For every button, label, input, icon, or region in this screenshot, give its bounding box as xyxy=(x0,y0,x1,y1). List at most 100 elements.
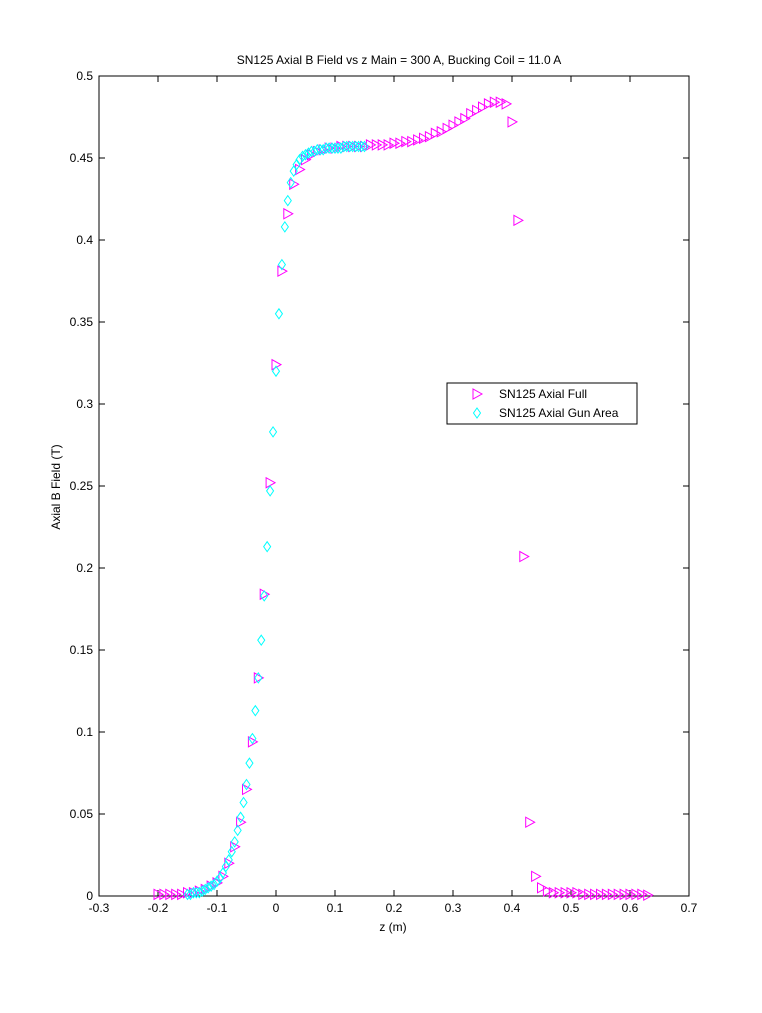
legend-box xyxy=(446,382,638,425)
axis-ticks: -0.3 -0.2 -0.1 0 0.1 0.2 0.3 0.4 0.5 0.6 0.7 0 0.05 0… xyxy=(70,69,698,915)
data-point xyxy=(171,888,182,901)
data-point xyxy=(283,194,292,207)
data-point xyxy=(395,137,406,150)
data-point xyxy=(483,98,495,110)
x-tick-label: 0.1 xyxy=(327,901,344,915)
data-point xyxy=(236,816,247,829)
y-tick-label: 0.1 xyxy=(76,725,93,739)
data-point xyxy=(531,870,542,883)
legend: SN125 Axial Full SN125 Axial Gun Area xyxy=(446,382,638,425)
data-point xyxy=(298,150,307,163)
data-point xyxy=(247,735,259,748)
data-point xyxy=(442,122,454,135)
data-point xyxy=(436,125,448,138)
x-tick-label: -0.1 xyxy=(207,901,228,915)
y-tick-label: 0.3 xyxy=(76,397,93,411)
legend-label-gun-area: SN125 Axial Gun Area xyxy=(499,406,619,420)
x-tick-label: -0.2 xyxy=(148,901,169,915)
data-point xyxy=(548,886,560,899)
data-point xyxy=(383,139,395,151)
data-point xyxy=(224,854,233,866)
data-point xyxy=(242,778,251,791)
data-point xyxy=(286,176,295,189)
data-point xyxy=(401,135,412,148)
data-point xyxy=(631,888,642,901)
data-point xyxy=(407,135,418,148)
data-point xyxy=(254,672,263,684)
data-point xyxy=(413,134,424,146)
data-point xyxy=(236,811,245,824)
legend-marker-gun-area xyxy=(472,407,482,419)
data-point xyxy=(513,214,524,227)
data-point xyxy=(239,796,248,809)
data-point xyxy=(248,732,257,745)
data-point xyxy=(507,116,519,128)
data-point xyxy=(525,816,536,829)
y-tick-label: 0.2 xyxy=(76,561,93,575)
x-tick-label: 0 xyxy=(273,901,280,915)
x-tick-label: 0.7 xyxy=(681,901,698,915)
y-tick-label: 0.45 xyxy=(70,151,94,165)
data-point xyxy=(265,476,277,489)
data-point xyxy=(466,107,477,120)
y-tick-label: 0.5 xyxy=(76,69,93,83)
y-tick-label: 0.15 xyxy=(70,643,94,657)
data-point xyxy=(560,886,572,899)
data-point xyxy=(537,881,548,894)
chart-title: SN125 Axial B Field vs z Main = 300 A, B… xyxy=(237,53,562,67)
x-tick-label: -0.3 xyxy=(89,901,110,915)
data-point xyxy=(601,888,613,901)
series-full xyxy=(153,96,654,902)
data-point xyxy=(643,889,654,902)
data-point xyxy=(596,888,607,901)
data-point xyxy=(354,140,363,153)
x-tick-label: 0.5 xyxy=(563,901,580,915)
data-point xyxy=(554,886,566,899)
data-point xyxy=(357,140,366,153)
data-point xyxy=(189,886,198,899)
data-point xyxy=(327,142,337,155)
data-point xyxy=(345,140,354,153)
data-point xyxy=(277,258,287,271)
legend-marker-full xyxy=(472,388,484,400)
data-point xyxy=(165,888,176,901)
data-point xyxy=(348,140,357,153)
data-point xyxy=(324,142,334,155)
data-point xyxy=(230,840,241,853)
series-gun-area xyxy=(183,140,369,901)
data-point xyxy=(204,881,213,894)
x-tick-label: 0.3 xyxy=(445,901,462,915)
data-point xyxy=(251,704,260,717)
data-point xyxy=(245,757,254,770)
data-point xyxy=(313,143,322,156)
data-point xyxy=(265,485,275,497)
data-point xyxy=(230,836,239,848)
data-point xyxy=(263,540,272,553)
data-point xyxy=(257,634,266,647)
data-point xyxy=(519,550,530,563)
data-point xyxy=(625,888,637,901)
data-point xyxy=(590,888,601,901)
data-point xyxy=(472,104,483,117)
data-point xyxy=(377,139,389,151)
data-point xyxy=(389,137,401,150)
data-point xyxy=(227,845,236,858)
y-tick-label: 0.05 xyxy=(70,807,94,821)
data-point xyxy=(360,140,369,153)
data-point xyxy=(542,885,554,897)
data-point xyxy=(260,590,269,602)
data-point xyxy=(271,365,281,378)
data-point xyxy=(301,148,310,161)
data-point xyxy=(177,888,188,901)
data-point xyxy=(424,130,436,143)
data-point xyxy=(233,824,242,837)
y-tick-label: 0.4 xyxy=(76,233,93,247)
legend-label-full: SN125 Axial Full xyxy=(499,387,587,401)
data-point xyxy=(430,127,442,140)
data-point xyxy=(572,886,583,899)
data-point xyxy=(619,888,631,901)
data-point xyxy=(566,886,578,899)
plot-area-box xyxy=(98,75,690,897)
